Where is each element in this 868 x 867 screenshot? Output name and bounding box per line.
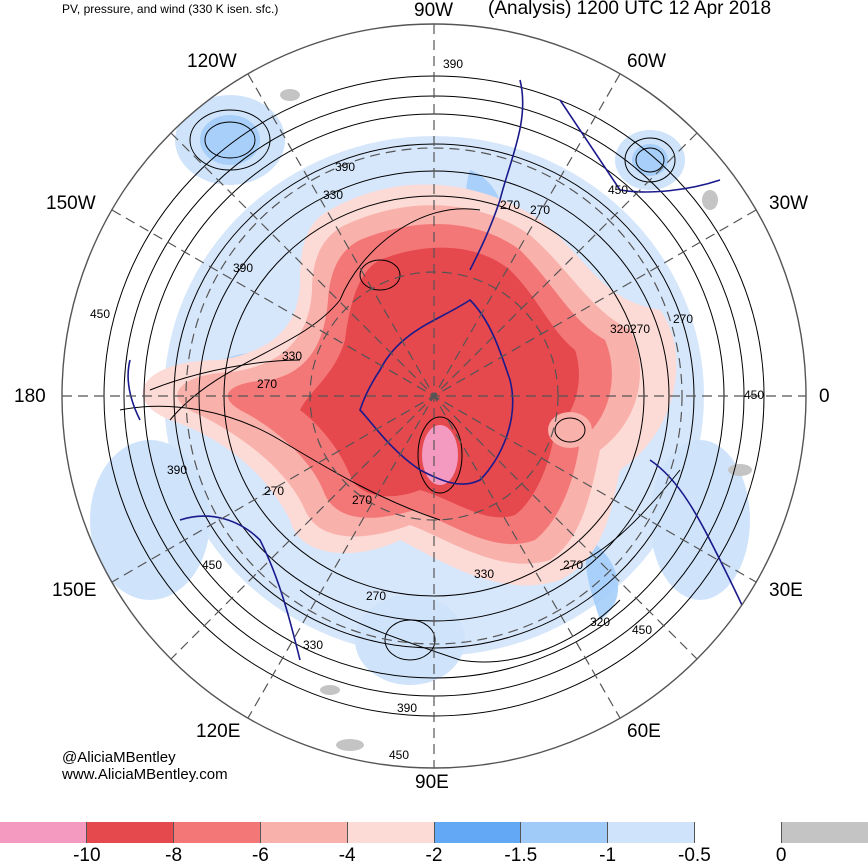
contour-label: 320 bbox=[610, 322, 630, 336]
longitude-label-90w: 90W bbox=[414, 0, 454, 21]
contour-label: 390 bbox=[397, 701, 417, 715]
contour-label: 270 bbox=[630, 322, 650, 336]
coastlines bbox=[127, 79, 771, 681]
legend-swatch bbox=[695, 822, 783, 843]
contour-label: 270 bbox=[264, 484, 284, 498]
contour-label: 390 bbox=[335, 160, 355, 174]
contour-label: 390 bbox=[443, 57, 463, 71]
longitude-label-120w: 120W bbox=[187, 51, 237, 72]
contour-label: 450 bbox=[202, 558, 222, 572]
contour-label: 390 bbox=[167, 463, 187, 477]
contour-label: 450 bbox=[608, 183, 628, 197]
field-title: PV, pressure, and wind (330 K isen. sfc.… bbox=[62, 2, 279, 16]
contour-label: 270 bbox=[366, 589, 386, 603]
legend-tick-label: -2 bbox=[425, 845, 443, 866]
credit-website: www.AliciaMBentley.com bbox=[62, 766, 228, 783]
legend-swatch bbox=[260, 822, 348, 843]
legend-swatch bbox=[86, 822, 174, 843]
legend-swatch bbox=[434, 822, 522, 843]
legend-tick-label: 0 bbox=[775, 845, 787, 866]
legend-tick-label: -10 bbox=[73, 845, 101, 866]
contour-label: 450 bbox=[632, 623, 652, 637]
contour-label: 450 bbox=[744, 388, 764, 402]
color-legend bbox=[0, 822, 868, 843]
longitude-label-120e: 120E bbox=[196, 721, 241, 742]
pv-field-layer bbox=[62, 24, 806, 768]
longitude-label-180: 180 bbox=[14, 386, 46, 407]
contour-label: 450 bbox=[389, 748, 409, 762]
longitude-label-150w: 150W bbox=[46, 193, 96, 214]
contour-label: 270 bbox=[352, 493, 372, 507]
legend-tick-label: -4 bbox=[338, 845, 356, 866]
legend-swatch bbox=[521, 822, 609, 843]
legend-tick-label: -6 bbox=[251, 845, 269, 866]
legend-tick-label: -8 bbox=[165, 845, 183, 866]
legend-tick-label: -1 bbox=[599, 845, 617, 866]
contour-label: 320 bbox=[590, 615, 610, 629]
longitude-label-60w: 60W bbox=[627, 51, 667, 72]
legend-swatch bbox=[173, 822, 261, 843]
legend-tick-label: -1.5 bbox=[504, 845, 538, 866]
contour-label: 390 bbox=[233, 261, 253, 275]
contour-label: 330 bbox=[474, 567, 494, 581]
contour-label: 330 bbox=[303, 638, 323, 652]
contour-label: 270 bbox=[673, 312, 693, 326]
legend-swatch bbox=[0, 822, 87, 843]
legend-swatch bbox=[608, 822, 696, 843]
longitude-label-90e: 90E bbox=[415, 772, 449, 793]
contour-label: 270 bbox=[257, 377, 277, 391]
legend-tick-label: -0.5 bbox=[678, 845, 711, 866]
contour-label: 270 bbox=[500, 198, 520, 212]
high-pv-shading bbox=[142, 184, 677, 586]
graticule bbox=[62, 24, 806, 768]
longitude-label-0: 0 bbox=[819, 386, 830, 407]
map-boundary bbox=[61, 23, 807, 769]
longitude-label-30e: 30E bbox=[769, 580, 803, 601]
contour-value-labels: 390 450 390 330 390 450 330 270 270 270 … bbox=[90, 57, 764, 762]
contour-label: 270 bbox=[530, 203, 550, 217]
contour-label: 270 bbox=[563, 558, 583, 572]
analysis-title: (Analysis) 1200 UTC 12 Apr 2018 bbox=[488, 0, 772, 19]
longitude-label-150e: 150E bbox=[52, 580, 97, 601]
polar-stereographic-map: 390 450 390 330 390 450 330 270 270 270 … bbox=[61, 23, 807, 769]
longitude-label-30w: 30W bbox=[769, 193, 809, 214]
legend-swatch bbox=[347, 822, 435, 843]
contour-label: 450 bbox=[90, 307, 110, 321]
contour-label: 330 bbox=[282, 349, 302, 363]
contour-label: 330 bbox=[323, 188, 343, 202]
credit-handle: @AliciaMBentley bbox=[62, 749, 176, 766]
longitude-label-60e: 60E bbox=[627, 721, 661, 742]
legend-swatch bbox=[782, 822, 868, 843]
